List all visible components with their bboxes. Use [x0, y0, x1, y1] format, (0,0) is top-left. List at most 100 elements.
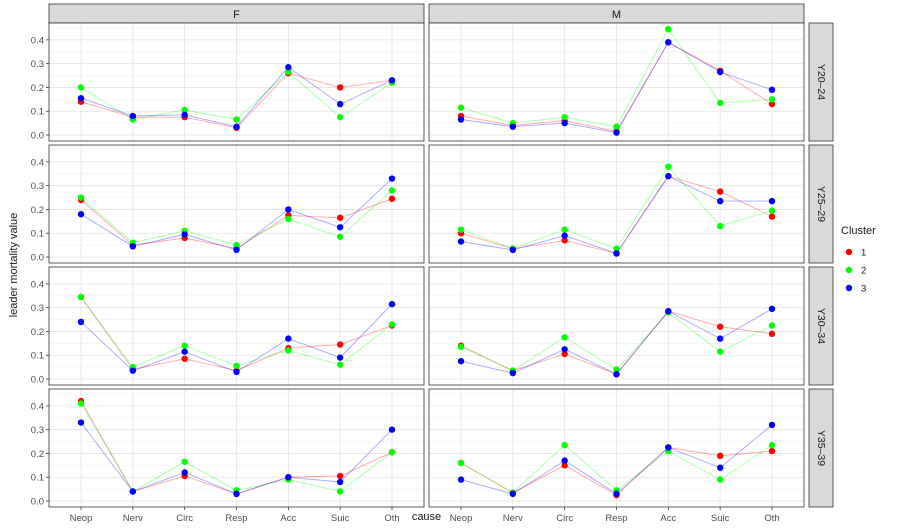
data-point-cluster-3 [509, 123, 517, 130]
data-point-cluster-2 [77, 194, 85, 201]
legend-key-cluster-3 [845, 284, 853, 292]
x-tick-label: Circ [176, 513, 193, 524]
x-tick-label: Circ [556, 513, 573, 524]
data-point-cluster-2 [665, 163, 672, 170]
data-point-cluster-3 [665, 172, 672, 180]
y-tick-label: 0.2 [31, 83, 44, 94]
y-tick-label: 0.4 [31, 401, 44, 412]
data-point-cluster-3 [561, 457, 568, 464]
y-tick-label: 0.2 [31, 327, 44, 338]
y-tick-label: 0.4 [31, 279, 44, 290]
x-tick-label: Oth [764, 513, 779, 524]
y-tick-label: 0.1 [31, 229, 44, 240]
data-point-cluster-3 [457, 238, 465, 245]
data-point-cluster-1 [336, 84, 344, 91]
data-point-cluster-1 [716, 188, 724, 195]
data-point-cluster-2 [181, 458, 188, 465]
data-point-cluster-1 [181, 355, 188, 362]
data-point-cluster-2 [336, 488, 344, 495]
data-point-cluster-3 [181, 111, 188, 118]
x-tick-label: Suic [331, 513, 350, 524]
data-point-cluster-3 [336, 100, 344, 108]
y-tick-label: 0.0 [31, 253, 44, 264]
data-point-cluster-2 [77, 400, 85, 407]
data-point-cluster-2 [285, 68, 292, 76]
data-point-cluster-3 [181, 231, 188, 238]
data-point-cluster-2 [233, 241, 240, 249]
data-point-cluster-3 [768, 305, 776, 313]
y-axis-title: leader mortality value [8, 213, 20, 318]
column-strip-label: M [612, 9, 621, 21]
data-point-cluster-2 [336, 113, 344, 121]
x-tick-label: Nerv [123, 513, 143, 524]
data-point-cluster-3 [509, 246, 517, 254]
data-point-cluster-2 [285, 215, 292, 223]
data-point-cluster-3 [285, 474, 292, 481]
data-point-cluster-2 [457, 226, 465, 233]
x-tick-label: Acc [660, 513, 676, 524]
data-point-cluster-3 [509, 490, 517, 498]
data-point-cluster-2 [716, 476, 724, 483]
data-point-cluster-2 [561, 113, 568, 121]
data-point-cluster-3 [665, 308, 672, 315]
y-tick-label: 0.3 [31, 303, 44, 314]
data-point-cluster-3 [716, 335, 724, 342]
data-point-cluster-3 [509, 369, 517, 377]
data-point-cluster-1 [561, 350, 568, 358]
y-tick-label: 0.3 [31, 181, 44, 192]
data-point-cluster-2 [77, 293, 85, 301]
row-strip [808, 144, 834, 264]
data-point-cluster-2 [457, 104, 465, 111]
data-point-cluster-3 [457, 357, 465, 365]
data-point-cluster-2 [716, 348, 724, 355]
y-tick-label: 0.4 [31, 157, 44, 168]
data-point-cluster-1 [716, 452, 724, 460]
data-point-cluster-3 [336, 354, 344, 361]
data-point-cluster-3 [388, 426, 396, 433]
data-point-cluster-2 [613, 366, 620, 373]
data-point-cluster-2 [716, 222, 724, 230]
row-strip-label: Y35–39 [815, 430, 827, 466]
data-point-cluster-3 [77, 419, 85, 426]
data-point-cluster-3 [613, 371, 620, 378]
y-tick-label: 0.3 [31, 59, 44, 70]
data-point-cluster-3 [77, 94, 85, 102]
data-point-cluster-3 [561, 346, 568, 353]
data-point-cluster-2 [561, 334, 568, 341]
data-point-cluster-1 [561, 237, 568, 244]
x-tick-label: Oth [384, 513, 399, 524]
data-point-cluster-1 [561, 462, 568, 469]
data-point-cluster-1 [388, 195, 396, 202]
y-tick-label: 0.4 [31, 35, 44, 46]
y-tick-label: 0.3 [31, 425, 44, 436]
data-point-cluster-2 [561, 441, 568, 449]
data-point-cluster-3 [665, 39, 672, 46]
legend-label: 2 [861, 266, 866, 277]
data-point-cluster-2 [665, 25, 672, 33]
data-point-cluster-3 [285, 206, 292, 213]
legend-key-cluster-2 [845, 266, 853, 274]
data-point-cluster-2 [77, 84, 85, 91]
data-point-cluster-3 [716, 464, 724, 471]
x-tick-label: Nerv [503, 513, 523, 524]
data-point-cluster-1 [768, 447, 776, 455]
data-point-cluster-3 [768, 421, 776, 429]
data-point-cluster-3 [388, 175, 396, 182]
row-strip-label: Y25–29 [815, 186, 827, 222]
data-point-cluster-3 [613, 490, 620, 498]
data-point-cluster-2 [388, 321, 396, 328]
y-tick-label: 0.0 [31, 131, 44, 142]
x-tick-label: Neop [70, 513, 93, 524]
data-point-cluster-3 [129, 367, 137, 374]
data-point-cluster-2 [768, 441, 776, 449]
data-point-cluster-2 [457, 343, 465, 351]
x-axis-title: cause [412, 511, 441, 523]
data-point-cluster-2 [233, 116, 240, 123]
panel-border [48, 144, 425, 264]
data-point-cluster-3 [561, 232, 568, 239]
row-strip [808, 22, 834, 142]
data-point-cluster-2 [457, 459, 465, 467]
data-point-cluster-2 [613, 245, 620, 252]
data-point-cluster-3 [233, 490, 240, 498]
